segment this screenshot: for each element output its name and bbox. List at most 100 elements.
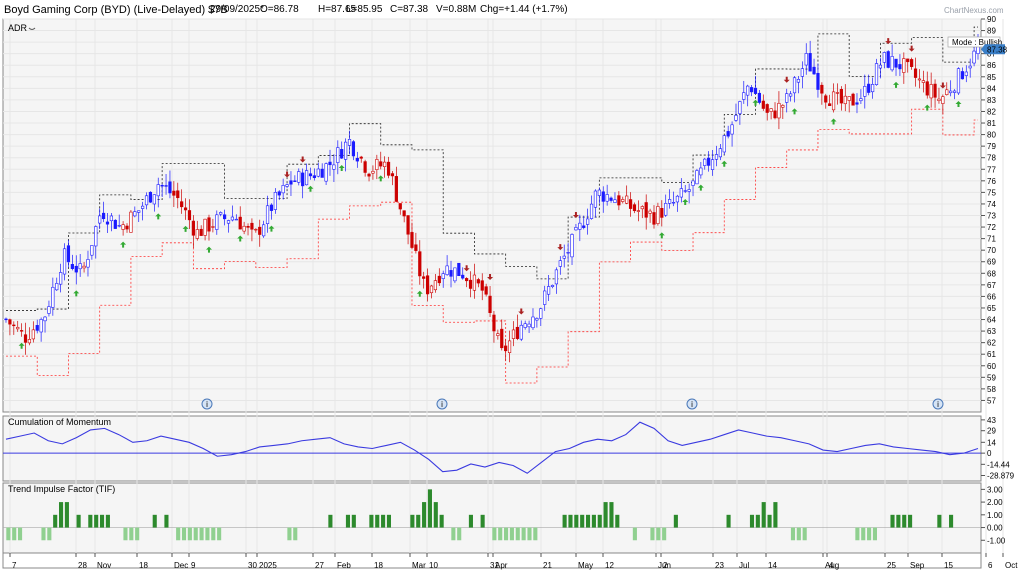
- candle-body: [625, 195, 629, 204]
- buy-arrow-icon: [155, 213, 162, 220]
- candle-body: [148, 191, 153, 203]
- candle-body: [644, 202, 648, 218]
- candle-body: [749, 87, 754, 93]
- price-tick-label: 78: [987, 154, 996, 163]
- candle-body: [898, 64, 902, 70]
- candle-body: [410, 232, 414, 248]
- candle-body: [74, 265, 78, 273]
- price-tick-label: 85: [987, 73, 996, 82]
- candle-body: [406, 215, 410, 235]
- adr-settings-icon: [28, 27, 36, 30]
- sell-arrow-icon: [518, 308, 525, 315]
- candle-body: [402, 210, 406, 217]
- candle-body: [23, 334, 28, 343]
- candle-body: [398, 203, 402, 210]
- candle-body: [792, 77, 797, 94]
- candle-body: [621, 199, 625, 202]
- tif-bar: [94, 514, 99, 528]
- tif-bar: [410, 514, 415, 528]
- price-tick-label: 57: [987, 396, 996, 405]
- price-tick-label: 61: [987, 350, 996, 359]
- candle-body: [683, 190, 687, 192]
- tif-bar: [468, 514, 473, 528]
- candle-body: [687, 189, 691, 192]
- candle-body: [777, 102, 781, 119]
- tif-bar: [129, 527, 134, 541]
- candle-body: [789, 93, 793, 97]
- date-tick-label: 30: [248, 561, 257, 570]
- candle-body: [671, 201, 676, 204]
- candle-body: [180, 201, 184, 208]
- candle-body: [871, 84, 875, 93]
- dividend-marker-icon: [686, 398, 698, 410]
- tif-bar: [345, 514, 351, 528]
- buy-arrow-icon: [182, 225, 189, 232]
- date-tick-label: 12: [605, 561, 614, 570]
- mode-label-box: [947, 36, 1001, 48]
- candle-body: [90, 245, 94, 256]
- candle-body: [324, 163, 328, 182]
- tif-bar: [521, 527, 526, 541]
- candle-body: [152, 194, 156, 205]
- tif-bar: [64, 502, 69, 528]
- date-tick-label: 6: [988, 561, 993, 570]
- candle-body: [734, 114, 738, 121]
- candle-body: [347, 138, 352, 146]
- tif-bar: [761, 502, 766, 528]
- close-readout: C=87.38: [390, 4, 429, 15]
- date-tick-label: 2: [663, 561, 668, 570]
- buy-arrow-icon: [697, 184, 704, 191]
- date-readout: 29/09/2025*: [210, 4, 264, 15]
- tif-bar: [796, 527, 801, 541]
- candle-body: [535, 318, 539, 321]
- price-tick-label: 84: [987, 84, 996, 93]
- candle-body: [129, 211, 133, 233]
- tif-bar: [386, 514, 392, 528]
- tif-bar: [164, 514, 169, 528]
- candle-body: [453, 267, 457, 282]
- date-tick-label: 21: [543, 561, 552, 570]
- price-tick-label: 72: [987, 223, 996, 232]
- candle-body: [355, 157, 359, 162]
- candle-body: [47, 306, 51, 314]
- sell-arrow-icon: [572, 211, 579, 218]
- candle-body: [297, 171, 301, 183]
- candle-body: [707, 157, 711, 166]
- candle-body: [344, 141, 348, 160]
- candle-body: [570, 234, 574, 258]
- candle-body: [379, 161, 383, 167]
- tif-bar: [515, 527, 520, 541]
- candle-body: [414, 244, 418, 251]
- tif-bar: [533, 527, 538, 541]
- candle-body: [660, 208, 664, 218]
- candle-body: [418, 251, 422, 277]
- tif-bar: [509, 527, 514, 541]
- marker-glyph: i: [206, 400, 208, 409]
- candle-body: [336, 147, 340, 163]
- tif-bar: [574, 514, 579, 528]
- candle-body: [492, 314, 496, 332]
- candle-body: [375, 159, 379, 170]
- tif-bar: [457, 527, 462, 541]
- tif-tick-label: 1.00: [987, 511, 1003, 520]
- date-tick-label: 7: [12, 561, 17, 570]
- candle-body: [746, 85, 750, 96]
- tif-bar: [369, 514, 374, 528]
- candle-body: [781, 105, 785, 108]
- tif-bar: [351, 514, 356, 528]
- change-readout: Chg=+1.44 (+1.7%): [480, 4, 568, 15]
- candle-body: [51, 286, 55, 308]
- candle-body: [894, 58, 898, 68]
- candle-body: [86, 259, 90, 268]
- tif-bar: [662, 527, 667, 541]
- candle-body: [144, 195, 149, 206]
- price-tick-label: 86: [987, 61, 996, 70]
- tif-bar: [58, 502, 64, 528]
- tif-bar: [135, 527, 140, 541]
- tif-bar: [381, 514, 386, 528]
- tif-bar: [451, 527, 456, 541]
- tif-bar: [480, 514, 485, 528]
- candle-body: [820, 84, 824, 94]
- tif-bar: [205, 527, 210, 541]
- tif-bar: [562, 514, 567, 528]
